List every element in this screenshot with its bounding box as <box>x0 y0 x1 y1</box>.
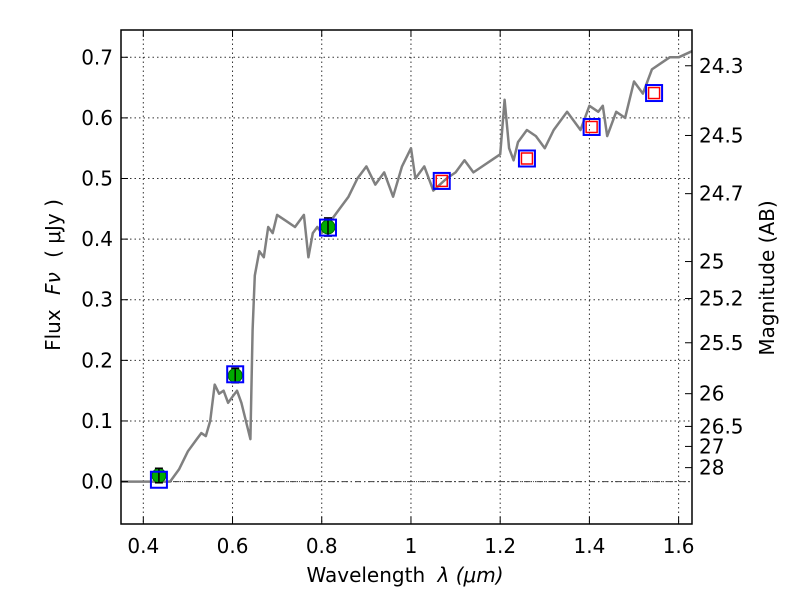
plot-frame <box>120 29 693 525</box>
y2-tick-label: 27 <box>699 434 724 458</box>
model-photometry-square <box>226 365 245 384</box>
marker-layer <box>149 84 664 489</box>
grid-layer <box>121 30 692 524</box>
x-tick-label: 1.4 <box>573 534 605 558</box>
model-photometry-square <box>517 149 536 168</box>
upper-limit-square <box>435 174 448 188</box>
y-tick-label: 0.4 <box>81 227 113 251</box>
upper-limit-square <box>520 152 534 165</box>
x-tick-label: 1.2 <box>484 534 516 558</box>
y-tick-label: 0.6 <box>81 106 113 130</box>
x-tick-label: 0.6 <box>217 534 249 558</box>
y2-tick-label: 26.5 <box>699 414 744 438</box>
model-photometry-square <box>582 117 601 136</box>
x-tick-label: 0.8 <box>306 534 338 558</box>
y2-tick-label: 25.2 <box>699 287 744 311</box>
y-tick-label: 0.5 <box>81 167 113 191</box>
y2-tick-label: 25 <box>699 250 724 274</box>
y2-tick-label: 24.3 <box>699 54 744 78</box>
series-layer <box>121 50 693 483</box>
tick-layer: 0.4 0.6 0.8 1 1.2 1.4 1.6 0.0 0.1 0.2 0.3 0.4 0.5 0.6… <box>81 30 744 558</box>
y-tick-label: 0.2 <box>81 348 113 372</box>
x-axis-label-math: λ (μm) <box>437 563 504 587</box>
model-sed-line <box>121 50 693 483</box>
y-tick-label: 0.3 <box>81 288 113 312</box>
x-tick-label: 1 <box>405 534 418 558</box>
y-axis-label-math: Fν <box>41 272 65 295</box>
model-photometry-square <box>432 171 451 190</box>
upper-limit-square <box>647 86 661 100</box>
x-axis-label-text: Wavelength <box>306 563 425 587</box>
x-axis-label: Wavelength λ (μm) <box>306 563 503 587</box>
y2-axis-label: Magnitude (AB) <box>755 200 779 355</box>
y2-tick-label: 25.5 <box>699 331 744 355</box>
model-photometry-square <box>318 218 337 237</box>
x-tick-label: 0.4 <box>127 534 159 558</box>
upper-limit-square <box>585 120 598 134</box>
y2-tick-label: 24.7 <box>699 182 744 206</box>
y-tick-label: 0.7 <box>81 45 113 69</box>
y-tick-label: 0.1 <box>81 409 113 433</box>
model-photometry-square <box>645 84 664 103</box>
y2-tick-label: 28 <box>699 456 724 480</box>
y2-tick-label: 24.5 <box>699 123 744 147</box>
y-axis-label-unit: ( μJy ) <box>41 199 65 258</box>
y2-tick-label: 26 <box>699 382 724 406</box>
y-axis-label-text: Flux <box>41 309 65 351</box>
y-axis-label: Flux Fν ( μJy ) <box>41 199 65 351</box>
x-tick-label: 1.6 <box>663 534 695 558</box>
y-tick-label: 0.0 <box>81 470 113 494</box>
model-photometry-square <box>149 470 168 489</box>
